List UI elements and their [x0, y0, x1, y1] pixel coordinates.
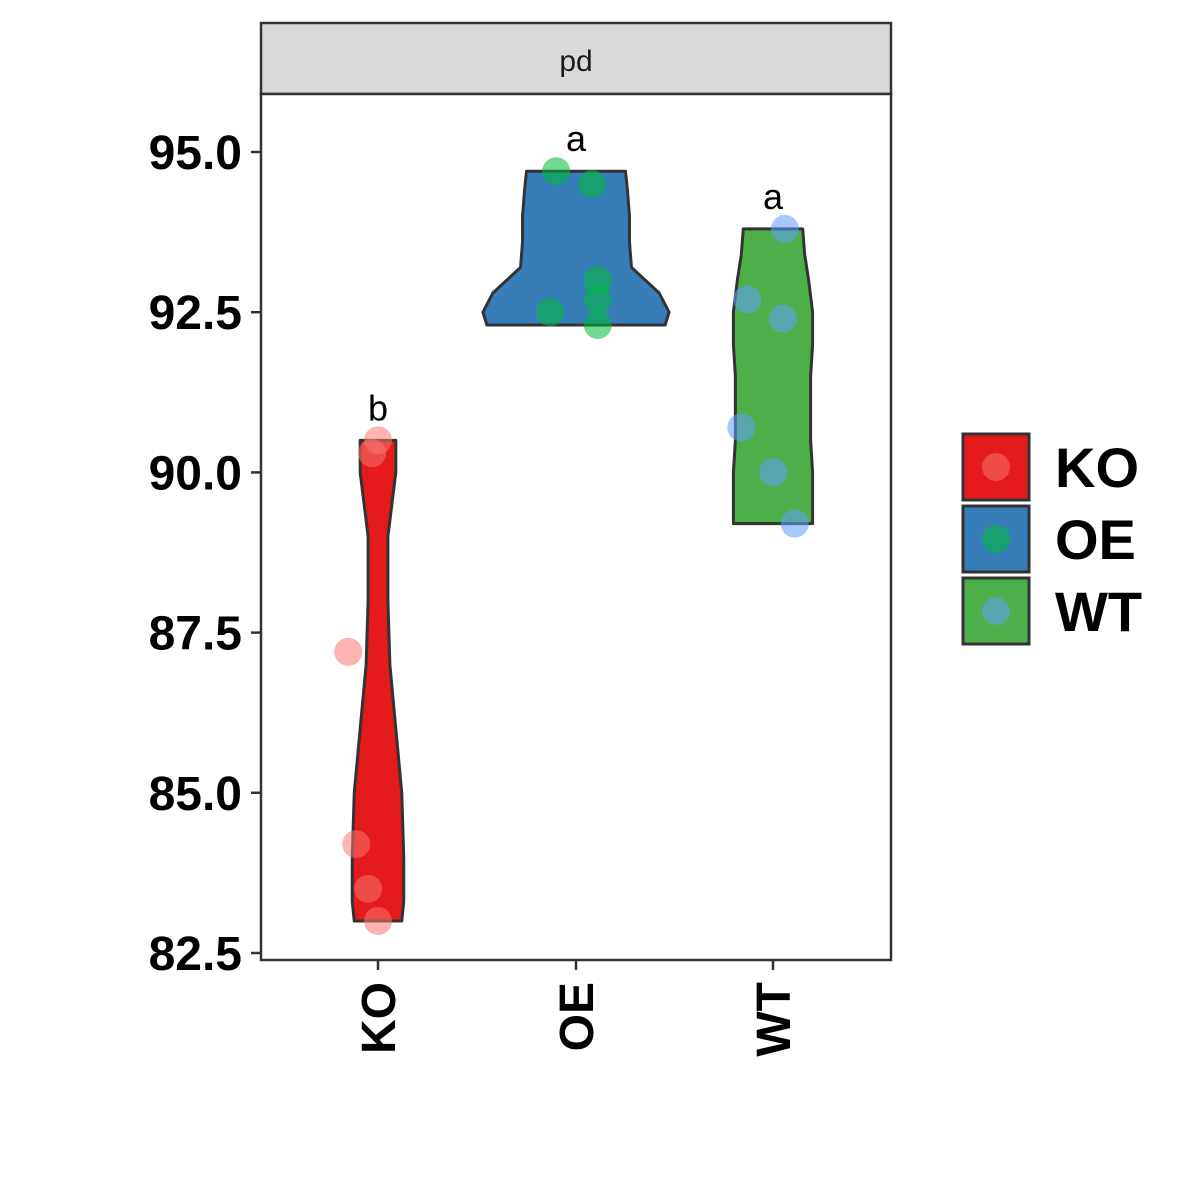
points-layer: [334, 157, 809, 935]
significance-letters: b a a: [368, 118, 784, 428]
x-tick-label: WT: [748, 982, 801, 1057]
point-KO: [358, 439, 387, 468]
point-WT: [733, 285, 762, 314]
violin-OE: [481, 169, 671, 327]
y-tick-label: 92.5: [149, 287, 242, 340]
point-OE: [583, 285, 612, 314]
point-WT: [780, 509, 809, 538]
letter-WT: a: [763, 176, 784, 217]
point-KO: [334, 637, 363, 666]
point-OE: [583, 266, 612, 295]
legend-key-OE: [961, 504, 1031, 574]
point-WT: [727, 413, 756, 442]
legend-point-KO: [982, 453, 1010, 481]
point-WT: [759, 458, 787, 487]
facet-strip: [259, 21, 893, 96]
legend-label-WT: WT: [1055, 580, 1142, 643]
y-tick-label: 90.0: [149, 447, 242, 500]
facet-strip-label: pd: [559, 45, 592, 78]
legend-point-WT: [982, 597, 1010, 625]
y-tick-label: 82.5: [149, 928, 242, 981]
point-OE: [542, 157, 571, 186]
point-OE: [577, 170, 606, 199]
legend-label-OE: OE: [1055, 508, 1136, 571]
x-tick-label: OE: [551, 982, 604, 1051]
legend-label-KO: KO: [1055, 436, 1139, 499]
legend-key-KO: [961, 432, 1031, 502]
point-KO: [354, 874, 383, 903]
point-OE: [583, 311, 612, 340]
point-KO: [364, 906, 392, 935]
point-WT: [768, 304, 797, 333]
point-WT: [770, 214, 799, 243]
y-axis: 95.0 92.5 90.0 87.5 85.0 82.5: [149, 127, 261, 981]
y-tick-label: 85.0: [149, 768, 242, 821]
x-tick-label: KO: [353, 982, 406, 1054]
legend: KO OE WT: [961, 432, 1142, 646]
point-OE: [536, 298, 565, 327]
y-tick-label: 95.0: [149, 127, 242, 180]
y-tick-label: 87.5: [149, 608, 242, 661]
point-KO: [342, 830, 371, 859]
legend-point-OE: [982, 525, 1010, 553]
x-axis: KO OE WT: [353, 960, 801, 1057]
letter-KO: b: [368, 387, 388, 428]
letter-OE: a: [566, 118, 587, 159]
